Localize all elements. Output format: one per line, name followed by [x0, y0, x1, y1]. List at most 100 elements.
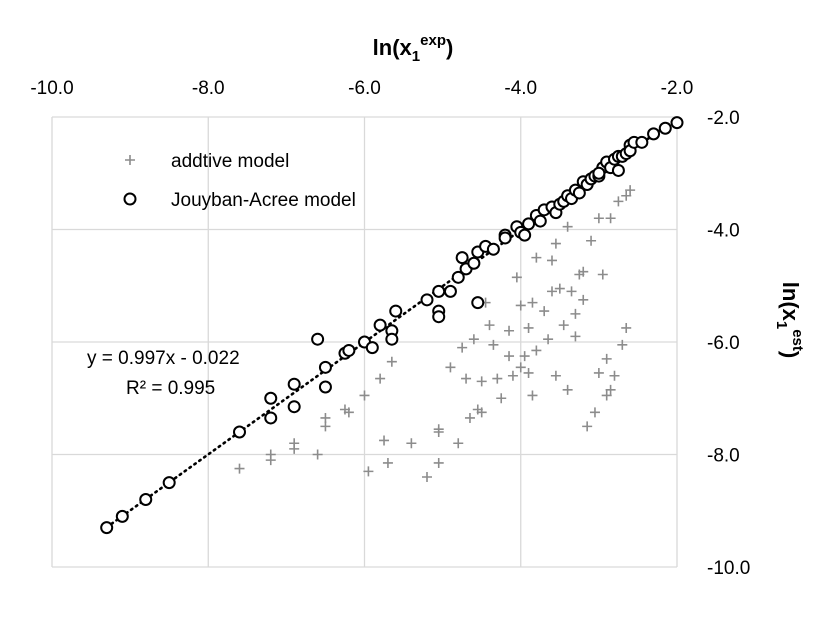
jouyban-acree-point-18 — [389, 304, 403, 318]
additive-point-73 — [605, 384, 616, 395]
jouyban-acree-point-13 — [342, 343, 356, 357]
additive-point-2 — [265, 449, 276, 460]
jouyban-acree-point-24 — [443, 284, 457, 298]
additive-point-34 — [496, 393, 507, 404]
y-tick-label-4: -10.0 — [707, 558, 750, 579]
additive-point-23 — [457, 342, 468, 353]
jouyban-acree-point-21 — [432, 284, 446, 298]
additive-point-68 — [593, 367, 604, 378]
additive-point-12 — [375, 373, 386, 384]
additive-point-10 — [359, 390, 370, 401]
x-tick-label-3: -4.0 — [504, 78, 537, 99]
additive-point-44 — [527, 297, 538, 308]
additive-point-78 — [621, 322, 632, 333]
y-tick-labels: -2.0 -4.0 -6.0 -8.0 -10.0 — [707, 108, 750, 579]
additive-point-76 — [617, 339, 628, 350]
additive-point-75 — [613, 196, 624, 207]
jouyban-acree-point-49 — [572, 186, 586, 200]
additive-point-36 — [504, 351, 515, 362]
series-jouyban-acree-model — [100, 116, 684, 535]
additive-point-52 — [550, 238, 561, 249]
additive-point-70 — [601, 390, 612, 401]
legend-label-jouyban-acree: Jouyban-Acree model — [171, 190, 356, 211]
jouyban-acree-point-20 — [420, 293, 434, 307]
jouyban-acree-point-37 — [518, 228, 532, 242]
jouyban-acree-point-6 — [264, 391, 278, 405]
additive-point-45 — [527, 390, 538, 401]
additive-point-16 — [406, 438, 417, 449]
legend: addtive model Jouyban-Acree model — [123, 151, 356, 211]
additive-point-26 — [468, 334, 479, 345]
x-tick-label-0: -10.0 — [30, 78, 73, 99]
additive-point-65 — [586, 235, 597, 246]
additive-point-48 — [539, 306, 550, 317]
jouyban-acree-point-3 — [162, 476, 176, 490]
additive-point-20 — [433, 427, 444, 437]
additive-point-53 — [550, 370, 561, 381]
jouyban-acree-point-70 — [611, 163, 625, 177]
additive-point-35 — [504, 325, 515, 336]
additive-point-46 — [531, 252, 542, 263]
x-axis-title: ln(x1exp) — [373, 32, 454, 65]
y-axis-title: ln(x1est) — [773, 282, 806, 358]
additive-point-57 — [562, 384, 573, 395]
jouyban-acree-point-9 — [311, 332, 325, 346]
jouyban-acree-point-8 — [287, 377, 301, 391]
jouyban-acree-point-4 — [233, 425, 246, 439]
additive-point-41 — [519, 351, 530, 362]
legend-label-additive: addtive model — [171, 151, 289, 172]
jouyban-acree-point-32 — [486, 242, 500, 256]
additive-point-63 — [578, 294, 589, 305]
additive-point-72 — [605, 213, 616, 224]
additive-point-74 — [609, 370, 620, 381]
additive-point-38 — [511, 272, 522, 283]
additive-point-7 — [320, 412, 331, 423]
additive-point-21 — [445, 362, 456, 373]
legend-marker-jouyban-acree — [123, 192, 137, 206]
additive-point-66 — [589, 407, 600, 418]
additive-point-37 — [507, 370, 518, 381]
x-tick-label-1: -8.0 — [192, 78, 225, 99]
x-tick-label-4: -2.0 — [661, 78, 694, 99]
additive-point-60 — [570, 331, 581, 342]
additive-point-79 — [625, 185, 636, 196]
additive-point-49 — [543, 334, 554, 345]
additive-point-33 — [492, 373, 503, 384]
additive-point-55 — [558, 320, 569, 331]
jouyban-acree-point-69 — [592, 166, 606, 180]
additive-point-71 — [601, 353, 612, 364]
additive-point-51 — [547, 286, 557, 297]
jouyban-acree-point-1 — [115, 509, 129, 523]
x-tick-label-2: -6.0 — [348, 78, 381, 99]
additive-point-5 — [312, 449, 323, 460]
jouyban-acree-point-16 — [373, 318, 387, 332]
additive-point-47 — [531, 345, 542, 356]
additive-point-24 — [461, 373, 472, 384]
additive-point-15 — [386, 356, 397, 367]
additive-point-56 — [562, 221, 573, 232]
additive-point-4 — [289, 443, 300, 454]
additive-point-67 — [593, 213, 604, 224]
additive-point-62 — [578, 266, 589, 277]
y-tick-label-3: -8.0 — [707, 446, 740, 467]
additive-point-18 — [433, 457, 444, 468]
additive-point-42 — [523, 322, 534, 333]
jouyban-acree-point-11 — [318, 380, 332, 394]
additive-point-17 — [422, 472, 432, 482]
jouyban-acree-point-0 — [100, 521, 114, 535]
additive-point-9 — [343, 407, 354, 418]
jouyban-acree-point-68 — [670, 116, 684, 130]
additive-point-29 — [476, 376, 487, 387]
additive-point-50 — [547, 255, 557, 266]
legend-marker-additive — [125, 155, 135, 165]
series-additive-model — [234, 185, 636, 482]
y-tick-label-1: -4.0 — [707, 221, 740, 242]
additive-point-14 — [382, 457, 393, 468]
additive-point-13 — [379, 435, 390, 446]
additive-point-58 — [566, 286, 577, 297]
additive-point-28 — [476, 407, 487, 418]
jouyban-acree-point-2 — [139, 493, 153, 506]
jouyban-acree-point-23 — [432, 310, 446, 324]
